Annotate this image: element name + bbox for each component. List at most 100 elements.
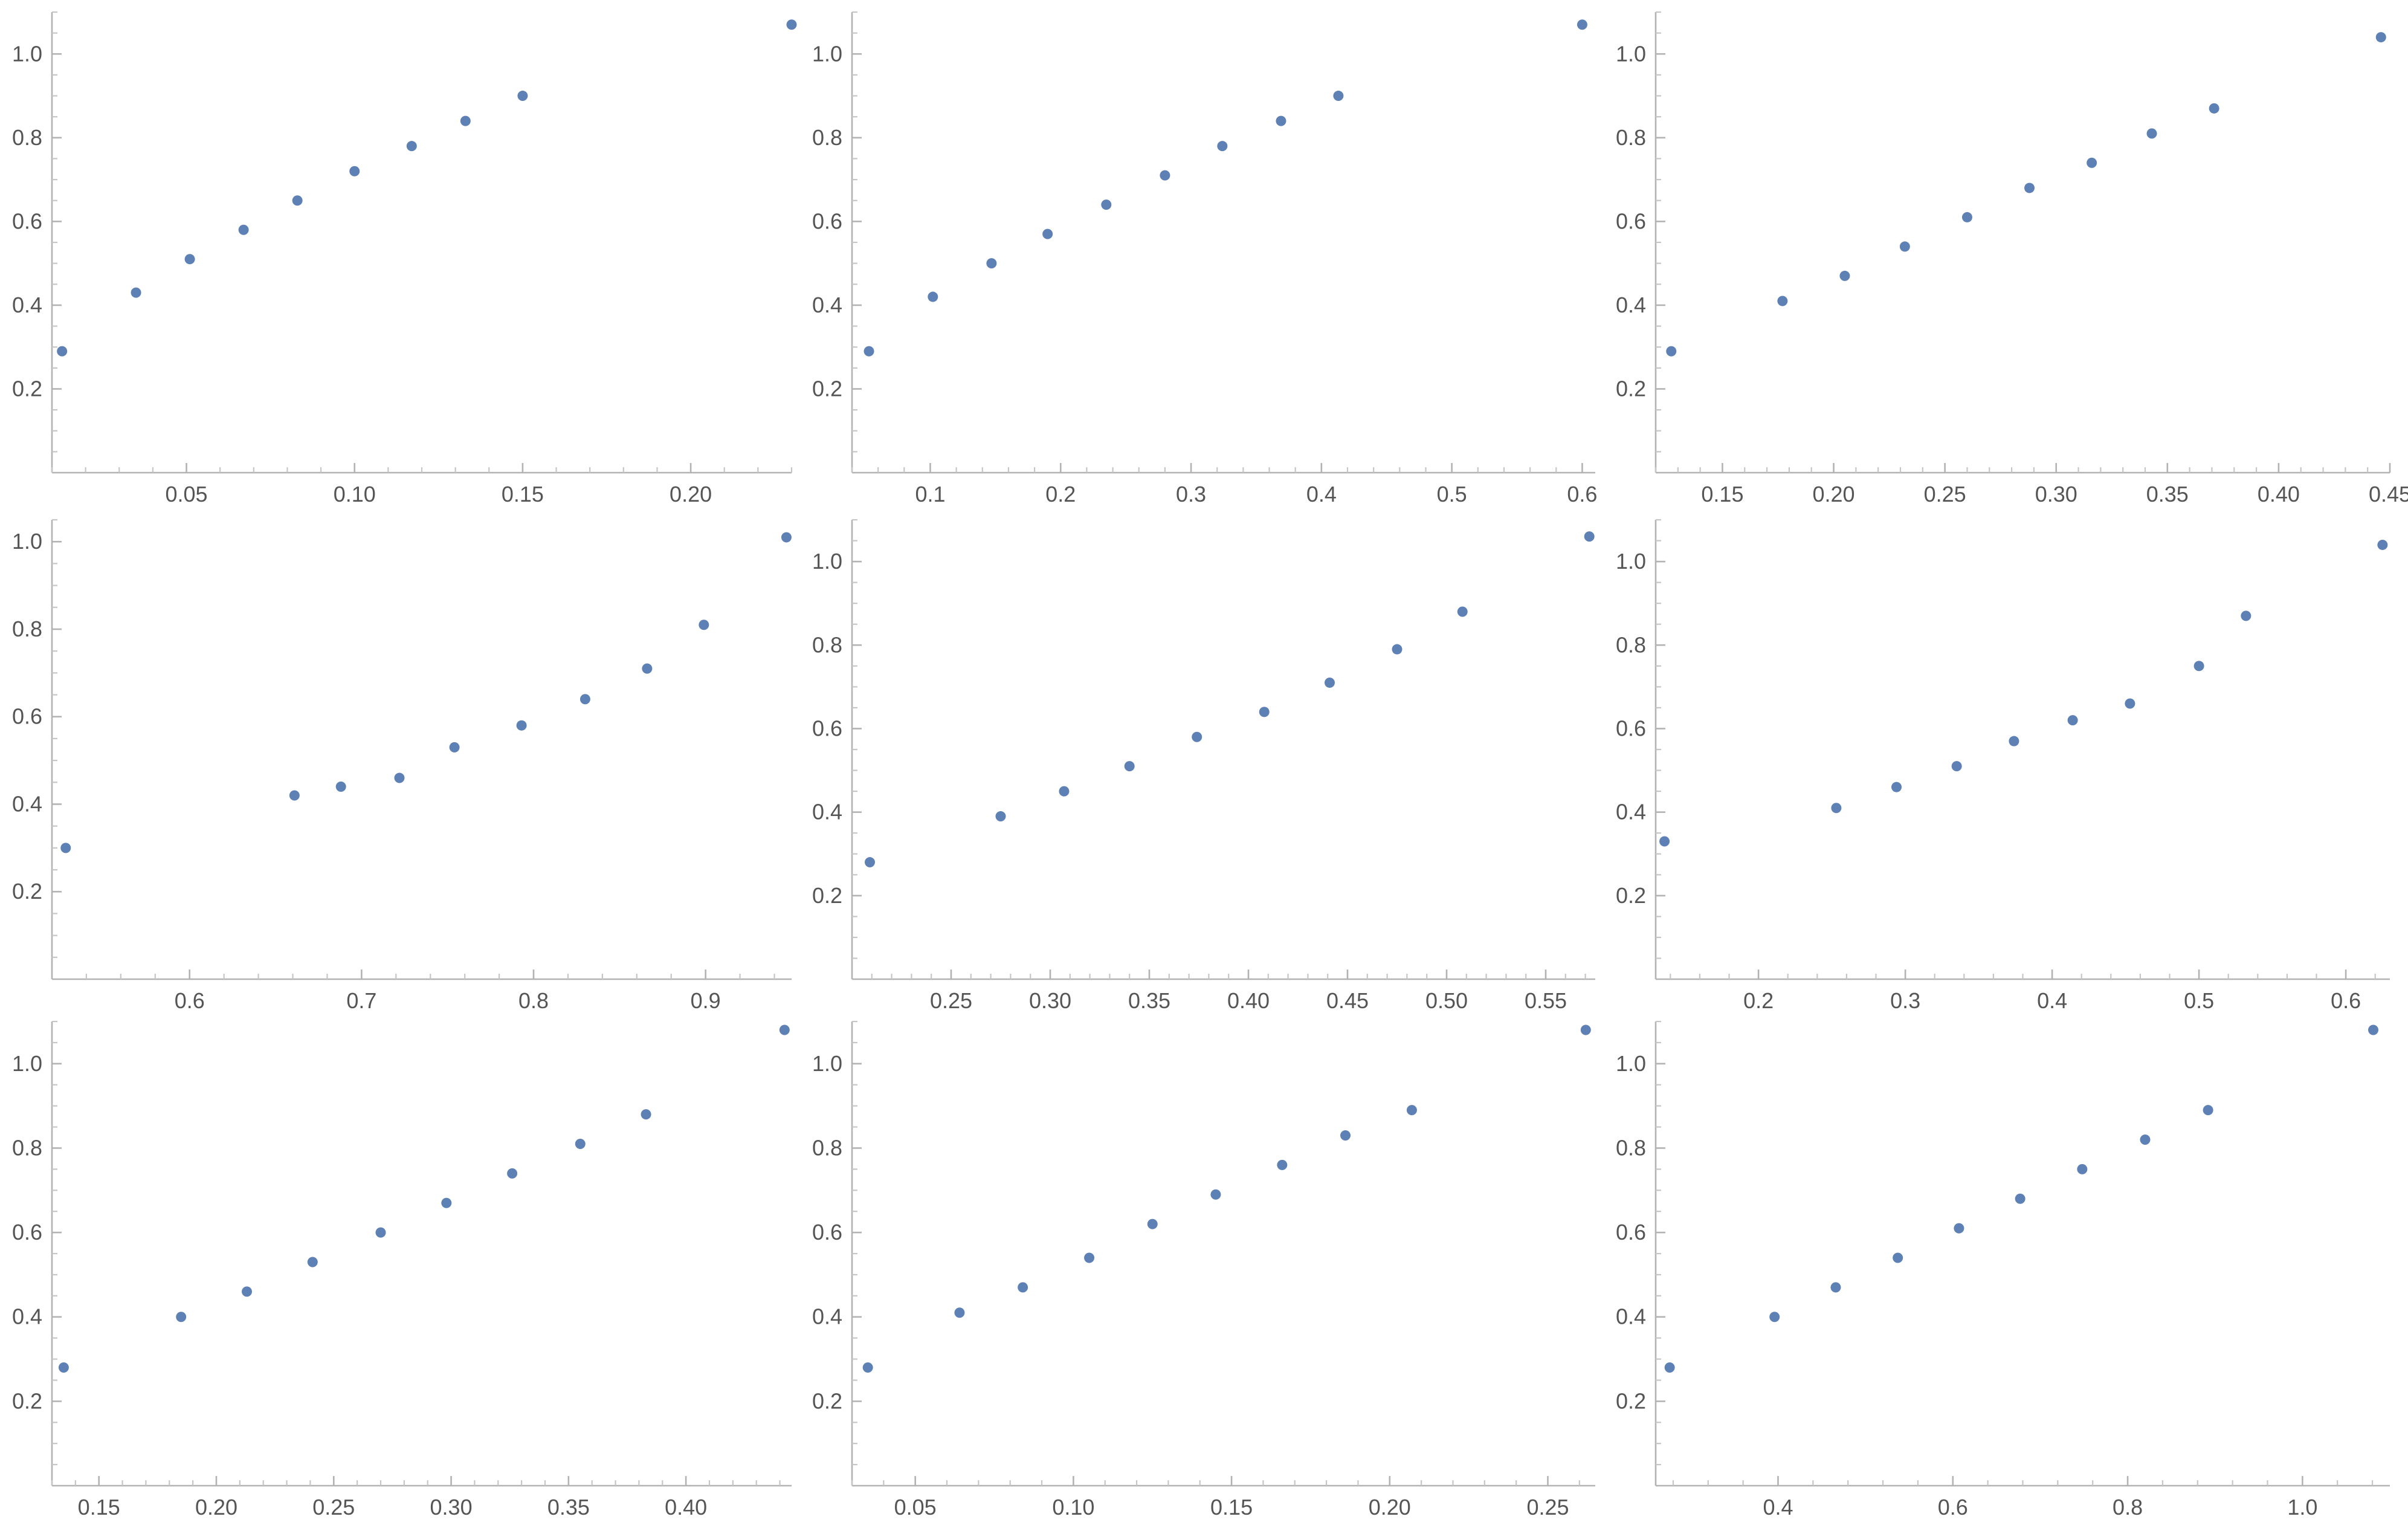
y-tick-label: 1.0 <box>1616 1051 1646 1076</box>
x-tick-label: 0.15 <box>1701 482 1743 507</box>
data-point <box>1059 786 1070 797</box>
data-point <box>460 115 471 126</box>
data-point <box>2140 1134 2151 1145</box>
data-point <box>1333 91 1344 102</box>
data-point <box>641 1109 651 1120</box>
data-point <box>1101 199 1112 210</box>
x-tick-label: 0.05 <box>894 1495 937 1520</box>
scatter-panel-3: 0.15 0.20 0.25 0.30 0.35 0.40 0.45 0.2 0.4 0.6 0.8… <box>1616 11 2408 507</box>
data-point <box>1217 141 1228 152</box>
y-tick-label: 0.4 <box>812 293 842 317</box>
data-point <box>995 811 1006 822</box>
data-point <box>2067 715 2078 726</box>
x-tick-label: 0.30 <box>1029 988 1071 1013</box>
x-tick-label: 0.1 <box>915 482 945 507</box>
scatter-panel-8: 0.05 0.10 0.15 0.20 0.25 0.2 0.4 0.6 0.8 1.0 <box>812 1020 1595 1520</box>
data-point <box>1893 1252 1903 1263</box>
data-point <box>1018 1282 1028 1293</box>
data-point <box>131 287 141 298</box>
y-tick-label: 0.8 <box>812 1135 842 1160</box>
x-tick-label: 0.20 <box>1369 1495 1411 1520</box>
x-tick-label: 0.45 <box>1326 988 1369 1013</box>
x-tick-label: 0.15 <box>78 1495 120 1520</box>
x-tick-label: 1.0 <box>2287 1495 2317 1520</box>
data-point <box>1580 1025 1591 1035</box>
data-point <box>2087 157 2097 168</box>
y-tick-label: 1.0 <box>812 41 842 66</box>
x-tick-label: 0.10 <box>1052 1495 1094 1520</box>
x-tick-label: 0.40 <box>665 1495 707 1520</box>
x-tick-label: 0.15 <box>502 482 544 507</box>
x-tick-label: 0.30 <box>2035 482 2077 507</box>
x-tick-label: 0.15 <box>1210 1495 1253 1520</box>
data-point <box>1147 1219 1158 1229</box>
scatter-panel-4: 0.6 0.7 0.8 0.9 0.2 0.4 0.6 0.8 1.0 <box>12 519 792 1013</box>
data-point <box>2146 128 2157 139</box>
x-tick-label: 0.6 <box>1938 1495 1968 1520</box>
data-point <box>1777 296 1788 306</box>
x-tick-label: 0.4 <box>2037 988 2067 1013</box>
data-point <box>1891 782 1902 792</box>
data-point <box>507 1168 518 1179</box>
data-point <box>2015 1193 2025 1204</box>
y-tick-label: 0.2 <box>1616 883 1646 908</box>
data-point <box>1666 346 1677 357</box>
data-point <box>516 720 527 731</box>
y-tick-label: 0.2 <box>812 376 842 401</box>
y-tick-label: 0.4 <box>1616 1304 1646 1329</box>
data-point <box>1659 836 1670 847</box>
y-tick-label: 0.6 <box>812 716 842 740</box>
scatter-panel-9: 0.4 0.6 0.8 1.0 0.2 0.4 0.6 0.8 1.0 <box>1616 1020 2390 1520</box>
y-tick-label: 0.2 <box>12 376 42 401</box>
data-point <box>1160 170 1170 181</box>
y-tick-label: 0.8 <box>1616 1135 1646 1160</box>
y-tick-label: 0.8 <box>1616 632 1646 657</box>
data-point <box>2024 183 2035 193</box>
scatter-panel-1: 0.05 0.10 0.15 0.20 0.2 0.4 0.6 0.8 1.0 <box>12 11 797 507</box>
data-point <box>1340 1130 1351 1141</box>
data-point <box>2368 1025 2379 1035</box>
y-tick-label: 0.8 <box>12 617 42 641</box>
data-point <box>441 1197 452 1208</box>
data-point <box>1406 1105 1417 1116</box>
x-tick-label: 0.3 <box>1890 988 1920 1013</box>
data-point <box>2241 610 2251 621</box>
y-tick-label: 0.4 <box>812 1304 842 1329</box>
data-point <box>575 1138 586 1149</box>
x-tick-label: 0.25 <box>1924 482 1966 507</box>
data-point <box>1276 115 1286 126</box>
y-tick-label: 0.4 <box>12 791 42 816</box>
x-tick-label: 0.25 <box>312 1495 355 1520</box>
data-point <box>928 291 938 302</box>
data-point <box>2209 103 2219 114</box>
data-point <box>1951 761 1962 772</box>
x-tick-label: 0.6 <box>1567 482 1597 507</box>
y-tick-label: 0.4 <box>12 1304 42 1329</box>
y-tick-label: 0.8 <box>12 125 42 150</box>
data-point <box>954 1307 965 1318</box>
data-point <box>307 1257 318 1267</box>
data-point <box>1042 228 1053 239</box>
data-point <box>865 857 876 868</box>
data-point <box>1192 731 1202 742</box>
data-point <box>2193 661 2204 672</box>
y-tick-label: 0.6 <box>1616 1220 1646 1245</box>
data-point <box>642 663 653 674</box>
data-point <box>58 1362 69 1373</box>
data-point <box>394 772 405 783</box>
x-tick-label: 0.35 <box>1128 988 1170 1013</box>
x-tick-label: 0.10 <box>334 482 376 507</box>
scatter-panel-7: 0.15 0.20 0.25 0.30 0.35 0.40 0.2 0.4 0.6 0.8 1.0 <box>12 1020 792 1520</box>
y-tick-label: 1.0 <box>12 529 42 554</box>
data-point <box>375 1227 386 1238</box>
data-point <box>335 782 346 792</box>
y-tick-label: 0.2 <box>812 1388 842 1413</box>
data-point <box>406 141 417 152</box>
data-point <box>1457 606 1468 617</box>
scatter-panel-2: 0.1 0.2 0.3 0.4 0.5 0.6 0.2 0.4 0.6 0.8 1.0 <box>812 11 1597 507</box>
data-point <box>863 346 874 357</box>
y-tick-label: 0.6 <box>12 1220 42 1245</box>
y-tick-label: 0.2 <box>1616 376 1646 401</box>
y-tick-label: 1.0 <box>812 549 842 574</box>
data-point <box>176 1312 187 1322</box>
